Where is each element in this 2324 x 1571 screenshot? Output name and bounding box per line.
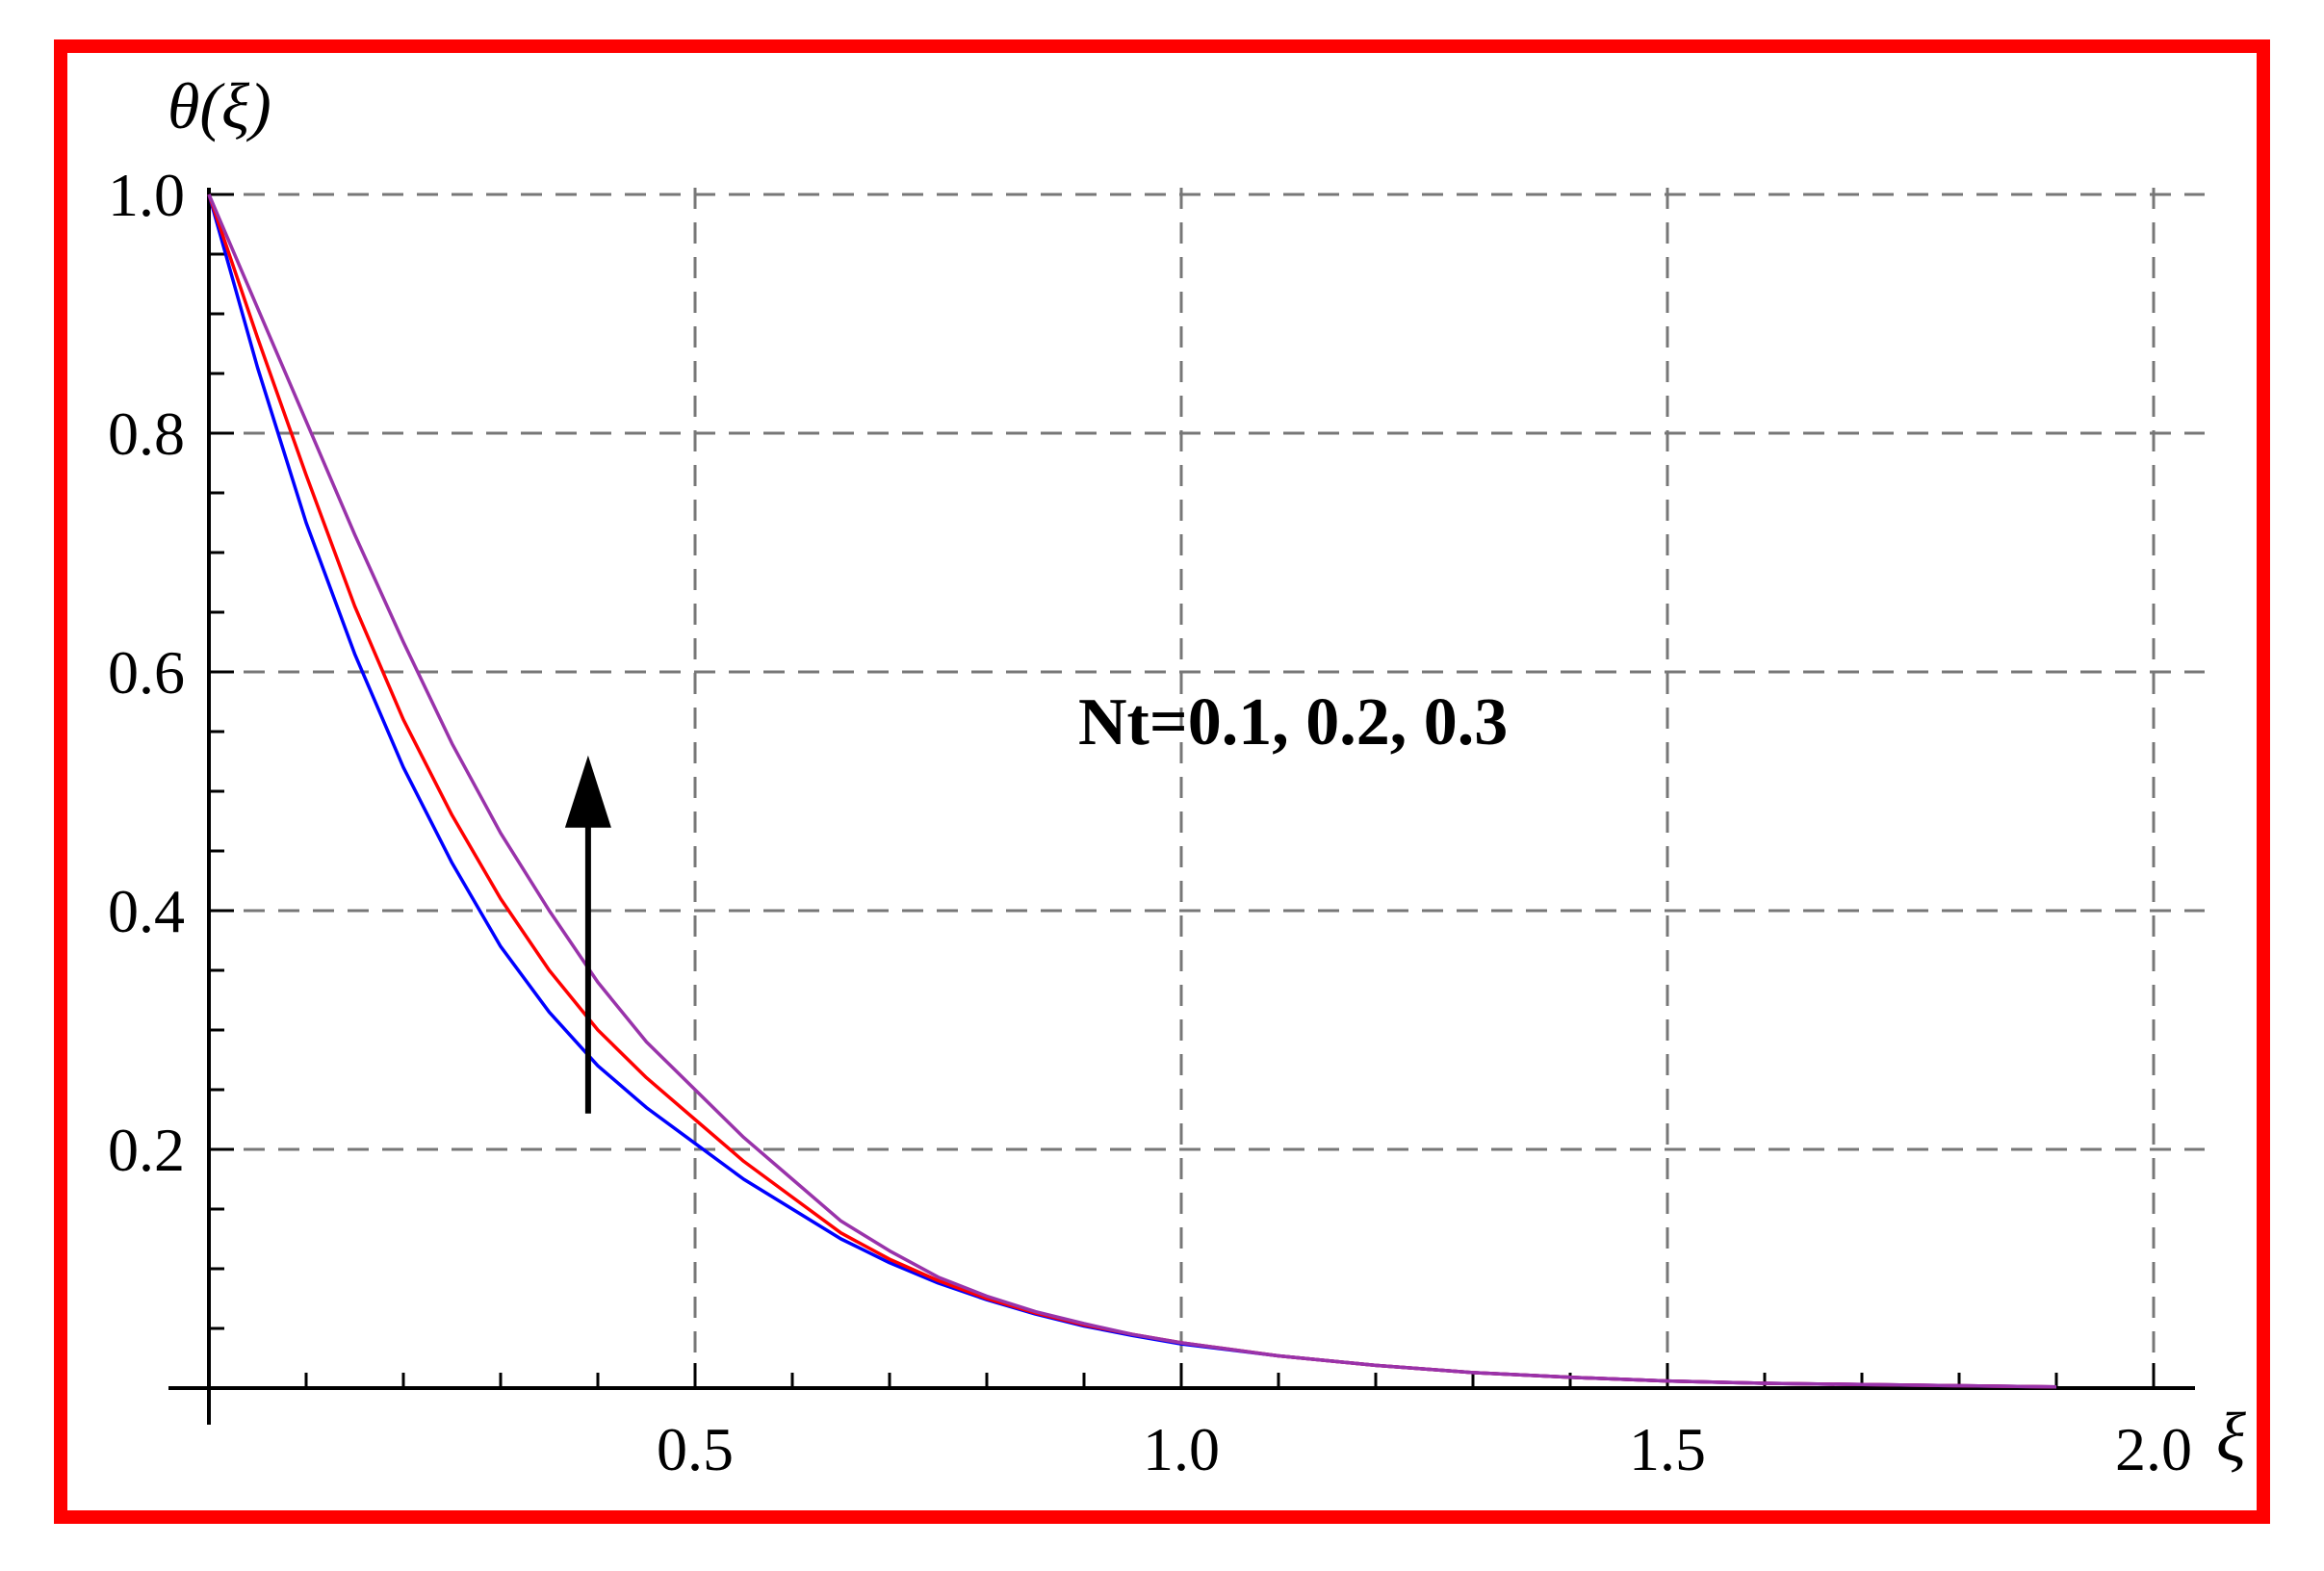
y-tick-label: 0.4 <box>108 877 185 945</box>
y-tick-label: 0.8 <box>108 399 185 468</box>
x-tick-label: 1.0 <box>1143 1415 1220 1483</box>
x-tick-label: 1.5 <box>1629 1415 1706 1483</box>
series-line-1 <box>207 193 2057 1389</box>
arrow-head <box>564 755 611 828</box>
chart-frame: 0.5 1.0 1.5 2.0 0.2 0.4 0.6 0.8 1.0 θ(ξ) ξ Nt=0.… <box>54 39 2270 1524</box>
annotation-label: Nt=0.1, 0.2, 0.3 <box>1078 685 1508 760</box>
y-tick-label: 0.2 <box>108 1116 185 1184</box>
x-tick-label: 2.0 <box>2115 1415 2192 1483</box>
series-line-3 <box>207 193 2057 1389</box>
line-chart: 0.5 1.0 1.5 2.0 0.2 0.4 0.6 0.8 1.0 θ(ξ) ξ Nt=0.… <box>108 69 2246 1483</box>
series-lines <box>207 193 2057 1389</box>
x-tick-label: 0.5 <box>657 1415 734 1483</box>
y-axis-label: θ(ξ) <box>168 69 271 142</box>
x-axis-label: ξ <box>2216 1399 2246 1476</box>
y-tick-label: 1.0 <box>108 161 185 229</box>
ticks: 0.5 1.0 1.5 2.0 0.2 0.4 0.6 0.8 1.0 <box>108 161 2192 1483</box>
series-line-2 <box>207 193 2057 1389</box>
grid <box>209 188 2205 1388</box>
trend-arrow <box>564 755 611 1114</box>
y-tick-label: 0.6 <box>108 638 185 707</box>
